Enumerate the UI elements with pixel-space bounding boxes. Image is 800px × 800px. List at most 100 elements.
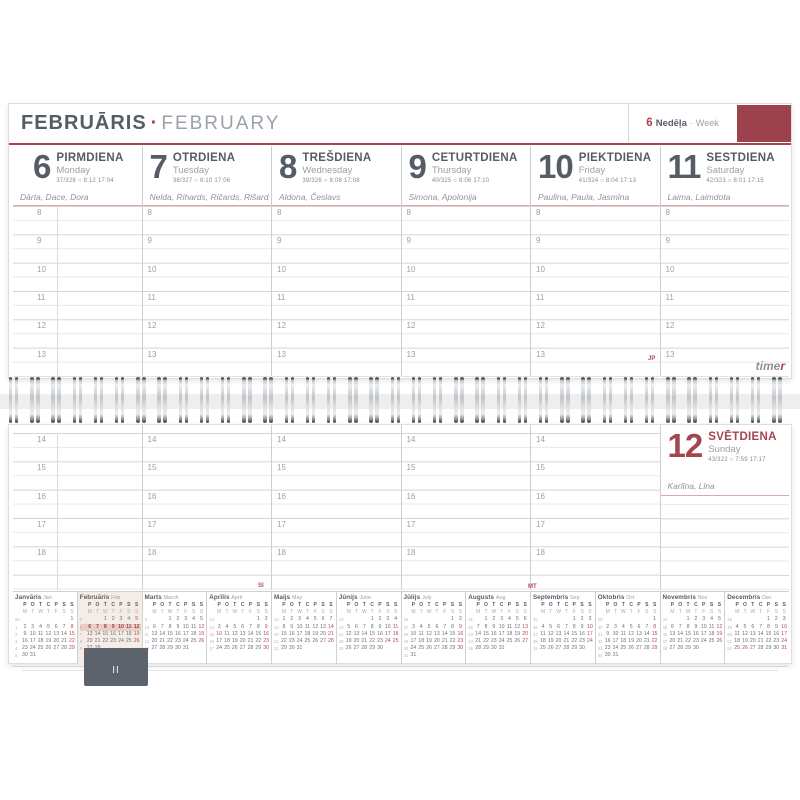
wire-loop [644, 377, 655, 423]
day-stats: 43/322 ○ 7:59 17:17 [708, 457, 766, 463]
day-name-lv: SVĒTDIENA [708, 431, 777, 443]
hour-label: 15 [277, 463, 286, 473]
mini-week-row: 26 26 27 28 29 30 [338, 645, 383, 652]
hour-label: 18 [147, 548, 157, 558]
weekday-columns-afternoon: 14 15 16 17 18 14 15 16 17 18 14 15 16 17 18 14 15 16 17 18… [13, 425, 789, 590]
name-days: Simona, Apolonija [408, 192, 477, 202]
mini-week-row: 48 1 2 3 [727, 616, 786, 623]
hour-label: 12 [277, 321, 286, 331]
day-info: OTRDIENA Tuesday 38/327 ○ 8:10 17:06 [173, 148, 235, 190]
wire-loop [729, 377, 740, 423]
day-number: 6 [33, 148, 51, 185]
name-days: Laima, Laimdota [667, 192, 731, 202]
mini-week-row: 29 17 18 19 20 21 22 23 [403, 637, 464, 644]
mini-week-row: 28 10 11 12 13 14 15 16 [403, 630, 464, 637]
hour-label: 13 [665, 349, 675, 359]
mini-week-row: 11 13 14 15 16 17 18 19 [144, 630, 205, 637]
day-info: SESTDIENA Saturday 42/323 ○ 8:01 17:15 [706, 148, 775, 190]
name-days-rule [13, 205, 142, 206]
mini-week-row: 22 1 2 3 4 [338, 616, 398, 623]
day-stats: 37/328 ○ 8:12 17:04 [56, 178, 114, 184]
hour-label: 17 [37, 520, 46, 529]
hour-label: 10 [37, 264, 46, 274]
day-column-thursday-afternoon: 14 15 16 17 18 [400, 425, 530, 590]
mini-week-row: 17 24 25 26 27 28 29 30 [209, 645, 270, 652]
wire-loop [623, 377, 634, 423]
wire-loop [686, 377, 697, 423]
wire-loop [93, 377, 104, 423]
mini-month-dec: Decembris Dec P O T C P S S M T W T F S S 48 1 2 3 49 4 5 6 7 8 9… [724, 592, 789, 664]
mini-month-july: Jūlijs July P O T C P S S M T W T F S S 26 1 2 27 3 4 5 6 7 8 9 28… [400, 592, 466, 664]
hour-label: 18 [536, 548, 545, 558]
mini-month-title: Decembris Dec [727, 594, 772, 601]
hour-grid: 8 9 10 11 12 13 [13, 206, 142, 377]
mini-month-jan: Janvāris Jan P O T C P S S M T W T F S S 52 1 1 2 3 4 5 6 7 8 2 9 1… [13, 592, 77, 664]
wire-loop [178, 377, 189, 423]
wire-loop [432, 377, 443, 423]
mini-week-row: 52 25 26 27 28 29 30 31 [727, 645, 788, 652]
hour-label: 14 [147, 435, 157, 444]
wire-loop [538, 377, 549, 423]
mini-week-row: 34 21 22 23 24 25 26 27 [468, 637, 529, 644]
mini-week-row: 19 8 9 10 11 12 13 14 [274, 623, 334, 630]
week-label-lv: Nedēļa [655, 117, 687, 129]
mini-month-title: Februāris Feb [79, 594, 121, 601]
wire-loop [156, 377, 167, 423]
day-info: PIRMDIENA Monday 37/328 ○ 8:12 17:04 [56, 148, 123, 190]
name-days-rule [142, 205, 271, 206]
hour-label: 12 [147, 321, 157, 331]
mini-week-row: 23 5 6 7 8 9 10 11 [338, 623, 399, 630]
mini-month-oct: Oktobris Oct P O T C P S S M T W T F S S 39 1 40 2 3 4 5 6 7 8 41… [594, 592, 660, 664]
wire-loop [284, 377, 295, 423]
mini-month-april: Aprīlis April P O T C P S S M T W T F S S 13 1 2 14 3 4 5 6 7 8 9… [206, 592, 271, 664]
hour-label: 12 [536, 321, 545, 331]
day-column-sunday: 12 SVĒTDIENA Sunday 43/322 ○ 7:59 17:17 … [659, 425, 789, 590]
mini-week-row: 20 15 16 17 18 19 20 21 [274, 630, 334, 637]
name-days-rule [401, 205, 530, 206]
day-name-lv: PIRMDIENA [56, 152, 124, 164]
hour-label: 9 [406, 236, 411, 246]
mini-week-row: 26 1 2 [403, 616, 462, 623]
wire-loop [262, 377, 273, 423]
day-stats: 41/324 ○ 8:04 17:13 [578, 178, 637, 184]
wire-loop [50, 377, 61, 423]
hour-grid: 14 15 16 17 18 [531, 433, 660, 590]
wire-loop [29, 377, 40, 423]
day-number: 11 [667, 148, 702, 185]
day-name-en: Tuesday [172, 165, 209, 176]
day-info: PIEKTDIENA Friday 41/324 ○ 8:04 17:13 [579, 148, 652, 190]
day-number: 10 [538, 148, 574, 185]
hour-label: 10 [277, 264, 286, 274]
initials-mark-mt: MT [528, 584, 537, 590]
mini-month-may: Maijs May P O T C P S S M T W T F S S 18 1 2 3 4 5 6 7 19 8 9 10 11… [271, 592, 336, 664]
hour-grid: 14 15 16 17 18 [142, 433, 271, 590]
mini-week-row: 27 3 4 5 6 7 8 9 [403, 623, 462, 630]
hour-label: 9 [37, 236, 42, 246]
name-days: Karlīna, Līna [667, 481, 715, 491]
name-days: Paulīna, Paula, Jasmīna [538, 192, 630, 202]
mini-month-title: Oktobris Oct [597, 594, 635, 601]
mini-week-row: 31 1 2 3 4 5 6 [468, 616, 527, 623]
day-name-en: Wednesday [302, 165, 353, 176]
mini-week-row: 13 1 2 [209, 616, 268, 623]
week-label-en: Week [695, 118, 719, 128]
day-name-en: Monday [56, 165, 91, 176]
mini-month-title: Jūlijs July [403, 594, 432, 601]
mini-week-row: 132728293031 [145, 645, 189, 652]
hour-label: 8 [37, 208, 42, 217]
hour-label: 15 [406, 463, 416, 473]
hour-label: 17 [406, 520, 416, 529]
hour-label: 8 [406, 208, 411, 217]
